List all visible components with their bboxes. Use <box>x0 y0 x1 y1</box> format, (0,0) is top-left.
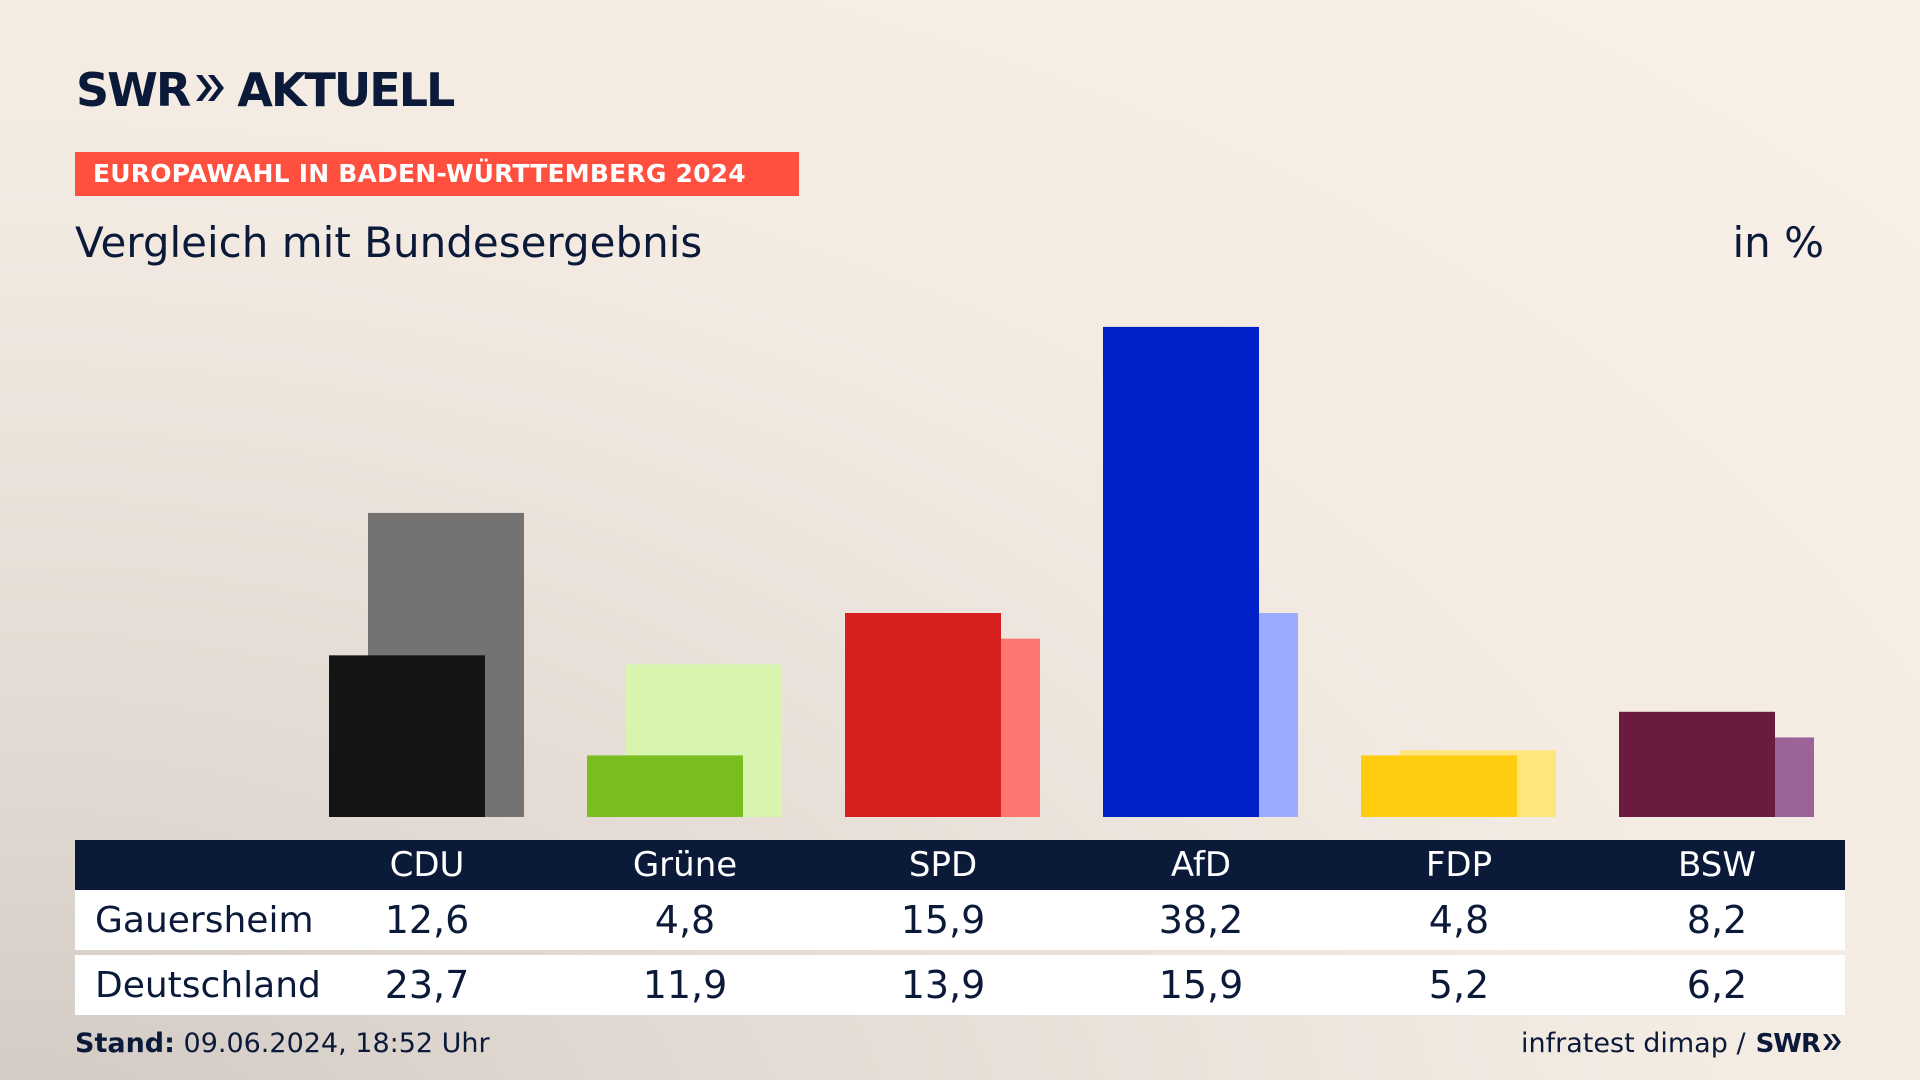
chart-subtitle: Vergleich mit Bundesergebnis <box>75 218 703 267</box>
bar-gauersheim-bsw <box>1619 711 1775 817</box>
table-cell-afd: 38,2 <box>1158 898 1244 942</box>
stand-label: Stand: <box>75 1028 175 1059</box>
table-cell-fdp: 4,8 <box>1428 898 1490 942</box>
table-cell-bsw: 8,2 <box>1686 898 1748 942</box>
swr-aktuell-logo: SWR AKTUELL <box>76 63 455 117</box>
table-cell-gru-ne: 11,9 <box>642 963 728 1007</box>
chevron-right-double-icon <box>193 71 227 109</box>
row-label: Gauersheim <box>95 899 314 941</box>
chevron-right-double-icon <box>1822 1028 1844 1059</box>
table-cell-bsw: 6,2 <box>1686 963 1748 1007</box>
logo-swr-text: SWR <box>76 63 191 117</box>
bar-gauersheim-spd <box>845 613 1001 817</box>
bar-gauersheim-fdp <box>1361 755 1517 817</box>
results-table: CDU Grüne SPD AfD FDP BSW Gauersheim 12,6 4,8 1… <box>75 840 1845 1015</box>
table-header-spd: SPD <box>908 845 978 885</box>
stand-value: 09.06.2024, 18:52 Uhr <box>183 1028 490 1059</box>
table-cell-gru-ne: 4,8 <box>654 898 716 942</box>
logo-aktuell-text: AKTUELL <box>237 63 455 117</box>
table-header-cdu: CDU <box>389 845 465 885</box>
bar-gauersheim-afd <box>1103 326 1259 817</box>
timestamp: Stand: 09.06.2024, 18:52 Uhr <box>75 1028 490 1059</box>
table-cell-afd: 15,9 <box>1158 963 1244 1007</box>
table-header-gru-ne: Grüne <box>632 845 738 885</box>
table-row: Deutschland 23,7 11,9 13,9 15,9 5,2 6,2 <box>75 955 1845 1015</box>
table-header-fdp: FDP <box>1425 845 1493 885</box>
table-header-bsw: BSW <box>1678 845 1756 885</box>
source-brand: SWR <box>1755 1028 1821 1059</box>
table-header-row: CDU Grüne SPD AfD FDP BSW <box>75 840 1845 890</box>
table-cell-spd: 15,9 <box>900 898 986 942</box>
table-cell-cdu: 12,6 <box>384 898 470 942</box>
bar-gauersheim-gru-ne <box>587 755 743 817</box>
unit-label: in % <box>1732 218 1824 267</box>
table-row: Gauersheim 12,6 4,8 15,9 38,2 4,8 8,2 <box>75 890 1845 950</box>
election-banner: EUROPAWAHL IN BADEN-WÜRTTEMBERG 2024 <box>75 152 799 196</box>
bar-gauersheim-cdu <box>329 655 485 817</box>
source-credit: infratest dimap / SWR <box>1521 1028 1844 1059</box>
row-label: Deutschland <box>95 964 321 1006</box>
table-cell-fdp: 5,2 <box>1428 963 1490 1007</box>
table-cell-cdu: 23,7 <box>384 963 470 1007</box>
table-header-afd: AfD <box>1170 845 1232 885</box>
table-cell-spd: 13,9 <box>900 963 986 1007</box>
source-text: infratest dimap / <box>1521 1028 1746 1059</box>
